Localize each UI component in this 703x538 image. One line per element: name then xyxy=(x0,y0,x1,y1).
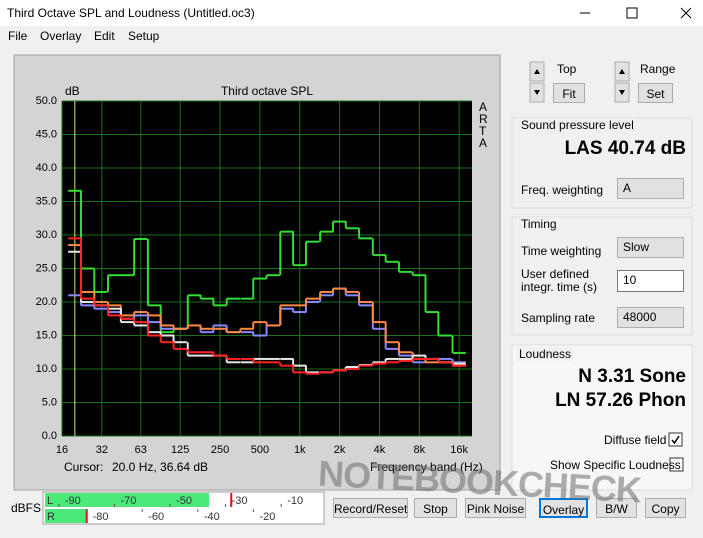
menu-item[interactable]: Overlay xyxy=(40,29,82,43)
meter-tick-label: -50 xyxy=(176,495,192,507)
meter-tick-label: -40 xyxy=(204,511,220,523)
integr-time-input[interactable]: 10 xyxy=(617,270,684,292)
group-title: Loudness xyxy=(517,347,574,361)
sampling-rate-select[interactable]: 48000 xyxy=(617,307,684,328)
y-tick-label: 45.0 xyxy=(36,128,57,140)
x-tick-label: 125 xyxy=(171,444,189,456)
meter-bar xyxy=(45,509,87,523)
timing-group xyxy=(511,216,693,336)
checkbox[interactable] xyxy=(668,432,683,447)
close-icon[interactable] xyxy=(680,7,692,19)
menu-item[interactable]: File xyxy=(8,29,28,43)
x-tick-label: 16 xyxy=(56,444,68,456)
x-axis-label: Frequency band (Hz) xyxy=(370,460,483,474)
x-tick-label: 2k xyxy=(334,444,346,456)
y-unit: dB xyxy=(65,84,80,98)
group-title: Timing xyxy=(519,217,559,231)
channel-label: R xyxy=(47,511,55,523)
checkbox[interactable] xyxy=(669,457,684,472)
x-tick-label: 32 xyxy=(96,444,108,456)
y-tick-label: 5.0 xyxy=(42,396,57,408)
meter-label: dBFS xyxy=(11,501,42,515)
y-tick-label: 15.0 xyxy=(36,329,57,341)
loudness-n: N 3.31 Sone xyxy=(578,366,686,387)
x-tick-label: 500 xyxy=(251,444,269,456)
meter-tick-label: -80 xyxy=(93,511,109,523)
y-tick-label: 0.0 xyxy=(42,430,57,442)
meter-tick-label: -70 xyxy=(120,495,136,507)
group-title: Sound pressure level xyxy=(519,118,636,132)
meter-tick-label: -20 xyxy=(259,511,275,523)
meter-bar xyxy=(45,493,210,507)
stop-button[interactable]: Stop xyxy=(414,498,457,518)
copy-button[interactable]: Copy xyxy=(645,498,686,518)
y-tick-label: 50.0 xyxy=(36,95,57,107)
x-tick-label: 63 xyxy=(135,444,147,456)
channel-label: L xyxy=(47,495,53,507)
meter-peak xyxy=(230,493,233,507)
y-tick-label: 40.0 xyxy=(36,162,57,174)
range-label: Range xyxy=(640,62,676,76)
side-label: ARTA xyxy=(479,100,488,150)
x-tick-label: 16k xyxy=(450,444,468,456)
x-tick-label: 1k xyxy=(294,444,306,456)
y-tick-label: 20.0 xyxy=(36,296,57,308)
pink-noise-button[interactable]: Pink Noise xyxy=(465,498,526,518)
bw-button[interactable]: B/W xyxy=(596,498,637,518)
checkbox-label: Show Specific Loudness xyxy=(550,458,681,472)
meter-tick-label: -30 xyxy=(232,495,248,507)
loudness-group xyxy=(511,344,693,491)
loudness-ln: LN 57.26 Phon xyxy=(555,390,686,411)
meter-tick-label: -90 xyxy=(65,495,81,507)
fit-button[interactable]: Fit xyxy=(553,83,585,103)
menu-item[interactable]: Setup xyxy=(128,29,160,43)
meter-tick-label: -60 xyxy=(148,511,164,523)
field-label: Freq. weighting xyxy=(521,183,604,197)
y-tick-label: 10.0 xyxy=(36,363,57,375)
chart-title: Third octave SPL xyxy=(220,84,314,98)
checkbox-label: Diffuse field xyxy=(604,433,667,447)
field-label: Sampling rate xyxy=(521,311,596,325)
menu-item[interactable]: Edit xyxy=(94,29,115,43)
x-tick-label: 250 xyxy=(211,444,229,456)
x-tick-label: 4k xyxy=(374,444,386,456)
cursor-text: 20.0 Hz, 36.64 dB xyxy=(112,460,209,474)
time-weighting-select[interactable]: Slow xyxy=(617,237,684,258)
meter-peak xyxy=(85,509,88,523)
y-tick-label: 30.0 xyxy=(36,229,57,241)
freq-weighting-select[interactable]: A xyxy=(617,178,684,199)
record-button[interactable]: Record/Reset xyxy=(333,498,408,518)
y-tick-label: 25.0 xyxy=(36,262,57,274)
field-label: User defined xyxy=(521,267,590,281)
meter-tick-label: -10 xyxy=(287,495,303,507)
spin-arrows xyxy=(534,69,540,95)
top-label: Top xyxy=(557,62,577,76)
check-mark xyxy=(671,435,680,445)
y-tick-label: 35.0 xyxy=(36,195,57,207)
field-label: Time weighting xyxy=(521,244,602,258)
set-button[interactable]: Set xyxy=(638,83,673,103)
spin-arrows xyxy=(619,69,625,95)
maximize-icon[interactable] xyxy=(626,7,638,19)
overlay-button[interactable]: Overlay xyxy=(539,498,588,518)
field-label: integr. time (s) xyxy=(521,280,598,294)
cursor-label: Cursor: xyxy=(64,460,104,474)
spl-value: LAS 40.74 dB xyxy=(564,138,686,159)
x-tick-label: 8k xyxy=(414,444,426,456)
window-title: Third Octave SPL and Loudness (Untitled.… xyxy=(7,6,255,20)
